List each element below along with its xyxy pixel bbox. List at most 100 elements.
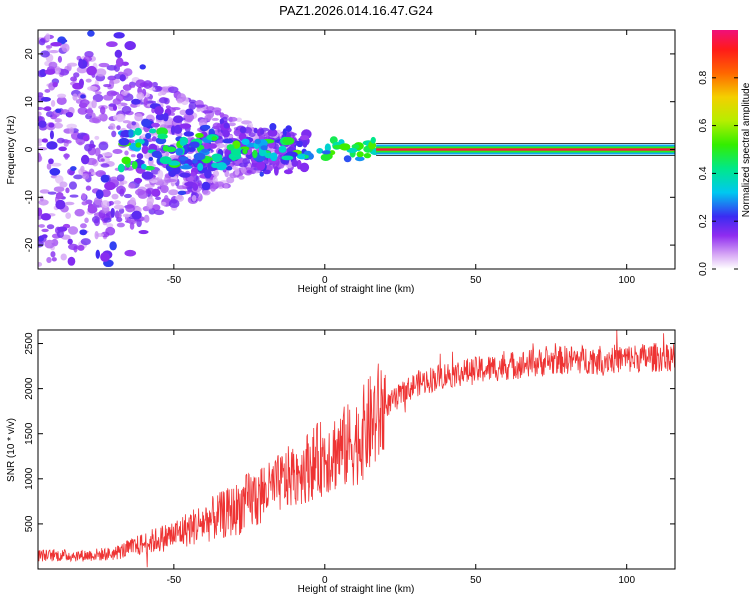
spectrogram-blob [363, 152, 372, 159]
spectrogram-blob [185, 108, 194, 116]
spectrogram-blob [167, 86, 179, 94]
spectrogram-blob [38, 92, 44, 97]
spectrogram-blob [85, 296, 90, 301]
spectrogram-blob [158, 97, 168, 104]
spectrogram-blob [86, 107, 93, 117]
spectrogram-blob [112, 114, 120, 121]
spectrogram-blob [88, 144, 96, 149]
spectrogram-blob [216, 162, 227, 171]
spectrogram-blob [204, 114, 212, 122]
spectrogram-blob [104, 181, 116, 191]
snr-ytick-label: 1500 [24, 422, 35, 445]
spectrogram-blob [98, 141, 109, 151]
spectrogram-blob [149, 128, 157, 134]
spectrogram-blob [56, 230, 65, 238]
spectrogram-ytick-label: 10 [24, 96, 35, 108]
spectrogram-blob [100, 174, 110, 183]
spectrogram-blob [131, 121, 137, 126]
spectrogram-blob [115, 93, 125, 102]
snr-xtick-label: -50 [167, 575, 182, 586]
spectrogram-blob [87, 85, 98, 91]
spectrogram-blob [179, 164, 193, 170]
spectrogram-blob [259, 171, 264, 177]
spectrogram-blob [133, 177, 143, 184]
spectrogram-blob [283, 169, 293, 175]
spectrogram-blob [101, 152, 113, 157]
spectrogram-blob [49, 167, 61, 176]
spectrogram-blob [145, 183, 152, 188]
spectrogram-blob [53, 122, 64, 129]
colorbar: 0.0 0.2 0.4 0.6 0.8 Normalized spectral ampl… [698, 30, 750, 276]
spectrogram-blob [40, 50, 50, 58]
spectrogram-blob [176, 98, 183, 104]
spectrogram-blob [94, 147, 101, 157]
spectrogram-blob [56, 96, 67, 105]
spectrogram-blob [50, 162, 62, 167]
spectrogram-blob [202, 110, 213, 114]
spectrogram-blob [252, 149, 258, 159]
spectrogram-blob [119, 10, 127, 20]
spectrogram-blob [131, 98, 141, 105]
spectrogram-blob [118, 114, 126, 122]
spectrogram-blob [40, 96, 52, 102]
spectrogram-blob [228, 116, 233, 123]
spectrogram-blob [121, 156, 131, 165]
spectrogram-blob [66, 111, 74, 118]
spectrogram-blob [157, 133, 168, 140]
spectrogram-blob [79, 229, 88, 236]
spectrogram-blob [80, 94, 86, 99]
spectrogram-blob [226, 144, 235, 151]
snr-xtick-label: 0 [322, 575, 328, 586]
spectrogram-blob [48, 122, 55, 128]
spectrogram-blob [49, 130, 54, 140]
spectrogram-blob [38, 38, 46, 46]
spectrogram-blob [43, 273, 47, 280]
spectrogram-blob [55, 191, 64, 199]
spectrogram-blob [151, 136, 157, 142]
spectrogram-blob [107, 0, 117, 3]
spectrogram-blob [139, 64, 146, 70]
spectrogram-blob [129, 22, 139, 27]
snr-xtick-label: 50 [470, 575, 482, 586]
spectrogram-blob [253, 127, 258, 134]
spectrogram-blob [124, 41, 136, 51]
spectrogram-blob [78, 102, 88, 109]
spectrogram-blob [159, 156, 172, 165]
spectrogram-blob [211, 136, 218, 142]
spectrogram-blob [117, 163, 125, 173]
spectrogram-ytick-label: 20 [24, 48, 35, 60]
spectrogram-blob [66, 123, 78, 129]
spectrogram-blob [141, 163, 147, 170]
spectrogram-blob [195, 132, 204, 138]
spectrogram-blob [119, 74, 126, 82]
spectrogram-blob [204, 169, 212, 179]
spectrogram-blob [61, 43, 70, 53]
spectrogram-blob [80, 165, 85, 173]
spectrogram-blob [85, 78, 92, 83]
spectrogram-blob [260, 145, 268, 151]
spectrogram-blob [136, 92, 145, 100]
spectrogram-blob [38, 106, 44, 111]
spectrogram-blob [56, 226, 68, 232]
spectrogram-blob [179, 172, 191, 178]
spectrogram-blob [151, 122, 160, 128]
spectrogram-blob [235, 117, 242, 122]
spectrogram-blob [101, 205, 110, 214]
spectrogram-blob [77, 107, 88, 115]
spectrogram-blob [101, 189, 111, 198]
spectrogram-blob [40, 213, 52, 221]
spectrogram-blob [296, 140, 304, 148]
spectrogram-blob [94, 91, 102, 95]
spectrogram-blob [74, 208, 85, 217]
spectrogram-blob [260, 128, 265, 135]
spectrogram-blob [129, 197, 136, 207]
spectrogram-blob [168, 160, 180, 166]
colorbar-tick-label: 0.2 [698, 214, 709, 228]
spectrogram-blob [267, 128, 278, 137]
spectrogram-blob [91, 216, 100, 224]
spectrogram-blob [80, 223, 87, 229]
spectrogram-blob [65, 187, 70, 194]
spectrogram-blob [177, 190, 187, 196]
spectrogram-blob [62, 294, 73, 302]
spectrogram-blob [121, 105, 132, 115]
